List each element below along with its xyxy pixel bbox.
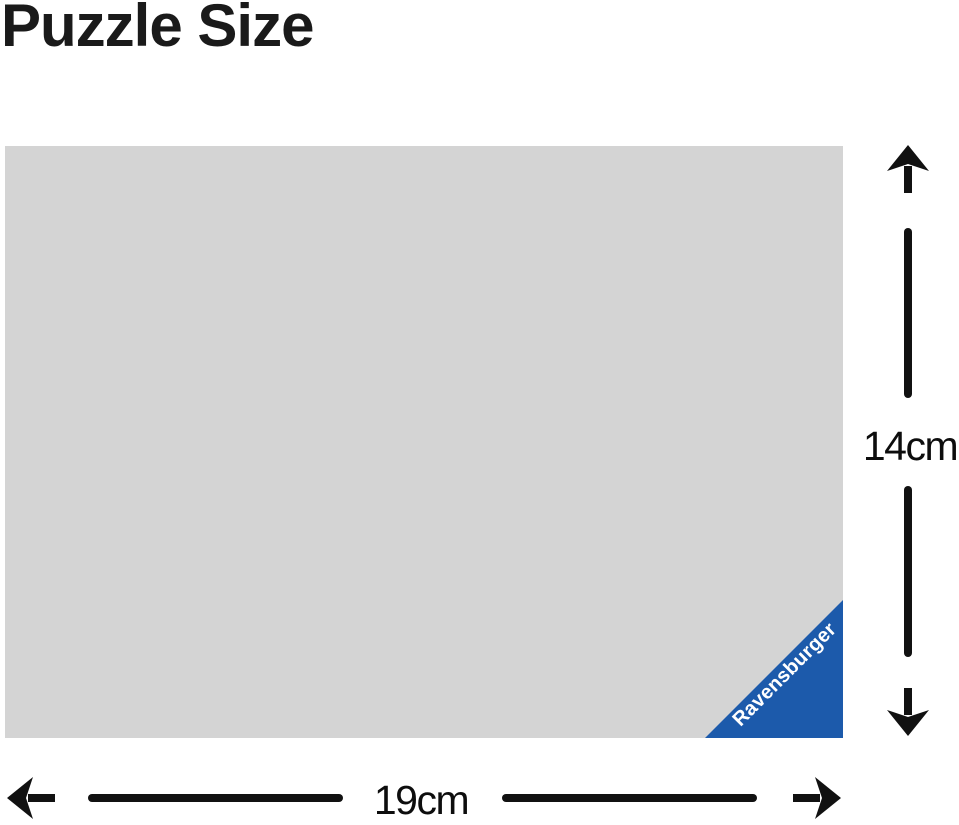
width-dimension-line-right	[502, 794, 757, 802]
puzzle-board: Ravensburger	[5, 146, 843, 738]
arrow-left-icon	[7, 777, 55, 819]
page-title: Puzzle Size	[1, 0, 314, 59]
width-dimension-indicator: 19cm	[5, 770, 850, 825]
width-label: 19cm	[373, 777, 470, 823]
arrow-right-icon	[793, 777, 841, 819]
height-label: 14cm	[862, 423, 959, 469]
width-dimension-line-left	[88, 794, 343, 802]
arrow-down-icon	[887, 688, 929, 736]
arrow-up-icon	[887, 145, 929, 193]
height-dimension-line-bottom	[904, 486, 912, 657]
brand-corner-triangle: Ravensburger	[705, 600, 843, 738]
height-dimension-indicator: 14cm	[854, 145, 959, 738]
brand-logo-text: Ravensburger	[728, 618, 841, 731]
height-dimension-line-top	[904, 228, 912, 398]
